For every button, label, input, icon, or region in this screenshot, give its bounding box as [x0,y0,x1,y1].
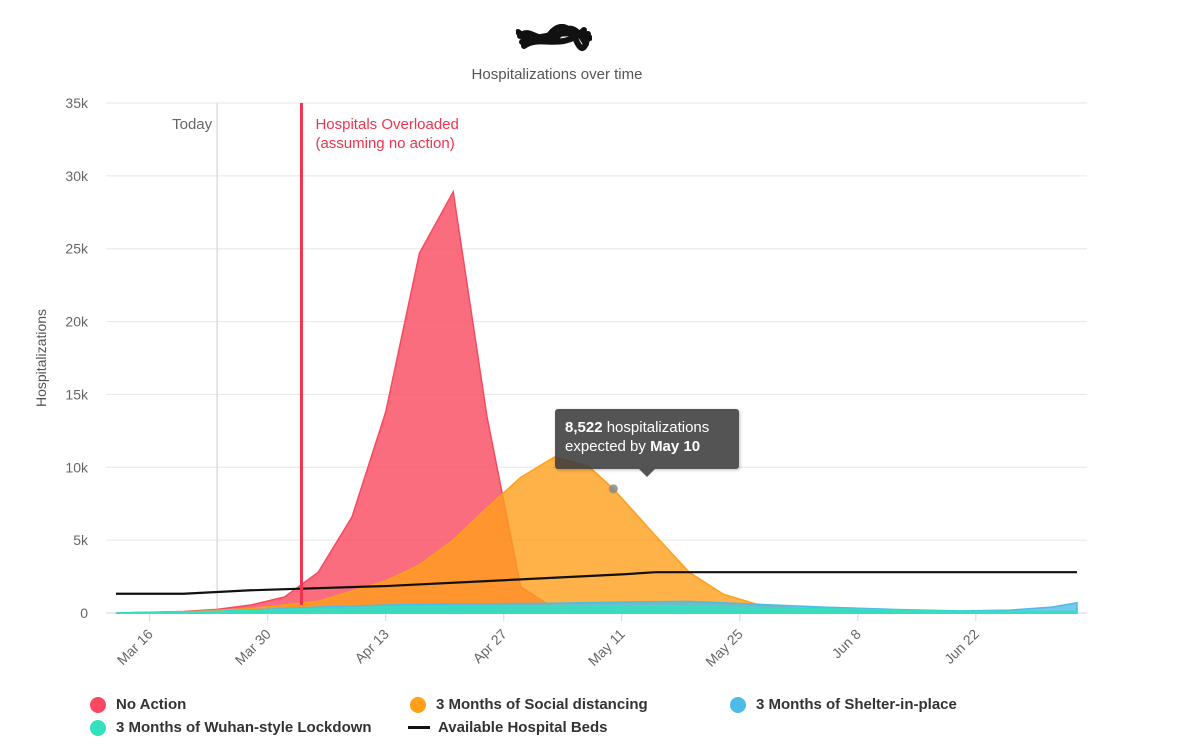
today-label: Today [172,116,213,133]
y-tick-label: 30k [65,168,89,184]
x-tick-label: May 25 [702,626,746,670]
x-tick-label: Apr 13 [351,626,392,667]
y-tick-label: 15k [65,386,89,402]
legend-label: No Action [116,696,187,713]
redacted-scribble [516,24,592,51]
legend-item-shelter-in-place[interactable]: 3 Months of Shelter-in-place [730,696,957,713]
y-tick-label: 0 [80,605,88,621]
legend-swatch [90,719,106,736]
chart-legend: No Action 3 Months of Social distancing … [0,692,1178,742]
legend-item-no-action[interactable]: No Action [90,696,186,713]
hospitalizations-chart: 0 5k 10k 15k 20k 25k 30k 35k Hospitalizations Mar… [33,95,1087,670]
series-line-hospital-beds [116,571,1077,595]
tooltip-point [608,484,618,494]
x-tick-label: Apr 27 [469,626,510,667]
x-tick-label: Jun 8 [828,626,864,662]
chart-tooltip: 8,522 hospitalizations expected by May 1… [555,409,739,477]
y-tick-label: 35k [65,95,89,111]
legend-item-social-distancing[interactable]: 3 Months of Social distancing [410,696,648,713]
tooltip-text: hospitalizations [602,419,710,436]
legend-label: 3 Months of Wuhan-style Lockdown [116,719,372,736]
legend-item-wuhan-lockdown[interactable]: 3 Months of Wuhan-style Lockdown [90,719,372,736]
y-tick-label: 20k [65,314,89,330]
overload-label-line2: (assuming no action) [315,135,454,152]
x-tick-label: Mar 30 [232,626,274,668]
legend-label: 3 Months of Shelter-in-place [756,696,957,713]
y-axis-title: Hospitalizations [33,309,49,407]
tooltip-prefix: expected by [565,438,651,455]
legend-label: Available Hospital Beds [438,719,608,736]
series-area-3 [115,604,1078,614]
legend-swatch [90,696,106,713]
x-tick-label: May 11 [585,626,628,669]
legend-swatch [410,696,426,713]
y-tick-label: 10k [65,459,89,475]
overload-label-line1: Hospitals Overloaded [315,116,458,133]
tooltip-date: May 10 [650,438,701,455]
x-tick-label: Mar 16 [114,626,156,668]
legend-swatch [730,696,746,713]
chart-title: Hospitalizations over time [471,66,643,83]
y-tick-label: 25k [65,241,89,257]
tooltip-value: 8,522 [565,419,603,436]
legend-label: 3 Months of Social distancing [436,696,648,713]
legend-item-hospital-beds[interactable]: Available Hospital Beds [408,719,608,736]
y-tick-label: 5k [73,532,89,548]
legend-line-swatch [408,726,430,729]
x-tick-label: Jun 22 [941,626,982,667]
